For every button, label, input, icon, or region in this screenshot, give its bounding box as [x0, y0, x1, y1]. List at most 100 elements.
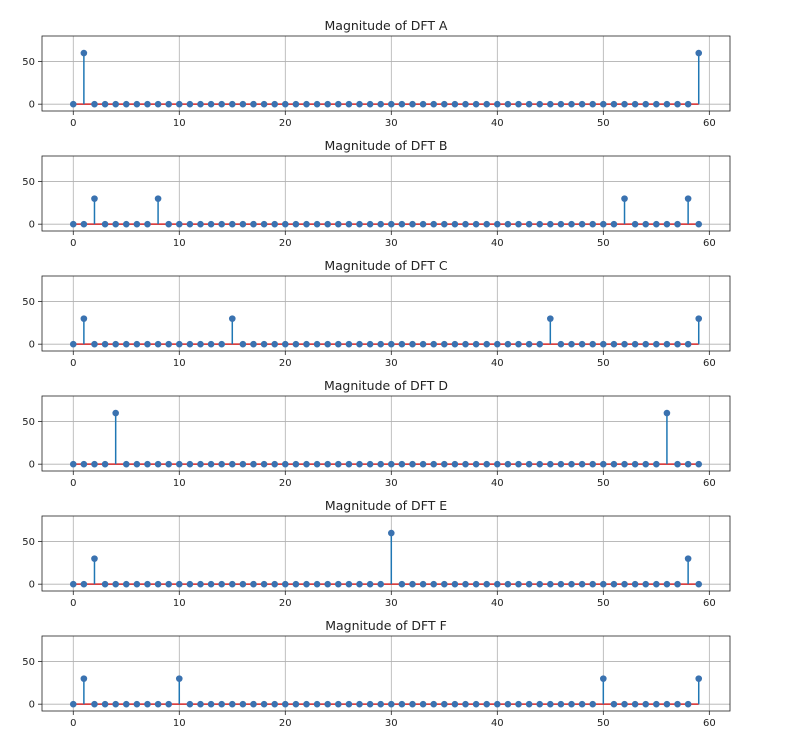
stem-marker: [260, 340, 268, 348]
stem-marker: [101, 700, 109, 708]
stem-marker: [197, 580, 204, 588]
stem-marker: [154, 460, 162, 468]
stem-marker: [80, 580, 88, 588]
x-tick-label: 40: [491, 478, 504, 489]
stem-marker: [228, 100, 236, 108]
stem-marker: [144, 100, 151, 108]
stem-marker: [80, 49, 88, 57]
stem-marker: [610, 220, 618, 228]
stem-marker: [631, 700, 639, 708]
stem-marker: [324, 700, 331, 708]
stem-marker: [260, 580, 268, 588]
stem-marker: [494, 220, 501, 228]
stem-marker: [80, 675, 88, 682]
stem-marker: [239, 100, 247, 108]
axes-frame: [41, 275, 731, 352]
stem-marker: [441, 460, 448, 468]
stem-marker: [292, 220, 300, 228]
stem-marker: [684, 555, 692, 562]
x-tick-label: 0: [70, 598, 76, 609]
stem-marker: [366, 580, 374, 588]
stem-marker: [133, 460, 141, 468]
x-tick-label: 0: [70, 358, 76, 369]
stem-marker: [112, 700, 119, 708]
stem-marker: [695, 49, 703, 57]
stem-marker: [228, 220, 236, 228]
stem-marker: [122, 580, 130, 588]
x-tick-label: 10: [173, 598, 186, 609]
stem-marker: [112, 220, 119, 228]
y-tick-label: 0: [29, 100, 35, 111]
stem-marker: [218, 460, 225, 468]
stem-marker: [409, 460, 416, 468]
stem-marker: [653, 580, 660, 588]
stem-marker: [175, 675, 183, 682]
stem-marker: [175, 340, 183, 348]
stem-marker: [494, 580, 501, 588]
stem-marker: [504, 460, 512, 468]
x-tick-label: 60: [703, 358, 716, 369]
stem-marker: [228, 460, 236, 468]
y-tick-label: 50: [22, 537, 35, 548]
stem-marker: [642, 100, 650, 108]
stem-marker: [600, 580, 607, 588]
stem-marker: [536, 700, 544, 708]
stem-marker: [334, 340, 342, 348]
stem-marker: [271, 460, 278, 468]
stem-marker: [419, 580, 427, 588]
chart-title: Magnitude of DFT F: [325, 618, 447, 633]
stem-marker: [366, 100, 374, 108]
stem-marker: [239, 340, 247, 348]
stem-marker: [462, 340, 469, 348]
stem-marker: [451, 220, 459, 228]
stem-marker: [186, 340, 194, 348]
stem-marker: [175, 220, 183, 228]
stem-marker: [165, 340, 172, 348]
stem-marker: [653, 100, 660, 108]
stem-marker: [91, 100, 98, 108]
stem-marker: [175, 100, 183, 108]
stem-marker: [239, 460, 247, 468]
stem-marker: [451, 460, 459, 468]
stem-marker: [133, 340, 141, 348]
stem-marker: [504, 340, 512, 348]
stem-marker: [80, 460, 88, 468]
stem-marker: [409, 100, 416, 108]
y-tick-label: 0: [29, 220, 35, 231]
y-tick-label: 50: [22, 57, 35, 68]
stem-marker: [260, 460, 268, 468]
stem-marker: [228, 315, 236, 322]
stem-marker: [504, 580, 512, 588]
stem-marker: [91, 700, 98, 708]
stem-marker: [250, 580, 257, 588]
stem-marker: [568, 460, 575, 468]
stem-marker: [228, 700, 236, 708]
stem-marker: [472, 460, 480, 468]
stem-marker: [154, 580, 162, 588]
stem-marker: [377, 100, 384, 108]
stem-marker: [695, 460, 703, 468]
stem-marker: [547, 700, 554, 708]
stem-marker: [610, 100, 618, 108]
stem-marker: [441, 340, 448, 348]
stem-marker: [472, 700, 480, 708]
stem-marker: [207, 220, 215, 228]
stem-marker: [112, 340, 119, 348]
stem-marker: [144, 220, 151, 228]
stem-marker: [536, 580, 544, 588]
stem-marker: [600, 460, 607, 468]
stem-marker: [653, 460, 660, 468]
stem-marker: [69, 580, 77, 588]
stem-marker: [398, 340, 406, 348]
stem-marker: [547, 100, 554, 108]
stem-marker: [430, 100, 438, 108]
stem-marker: [600, 220, 607, 228]
stem-marker: [324, 220, 331, 228]
chart-title: Magnitude of DFT A: [325, 18, 448, 33]
y-tick-label: 0: [29, 580, 35, 591]
stem-marker: [101, 100, 109, 108]
stem-marker: [663, 580, 671, 588]
stem-marker: [536, 340, 544, 348]
stem-marker: [69, 460, 77, 468]
